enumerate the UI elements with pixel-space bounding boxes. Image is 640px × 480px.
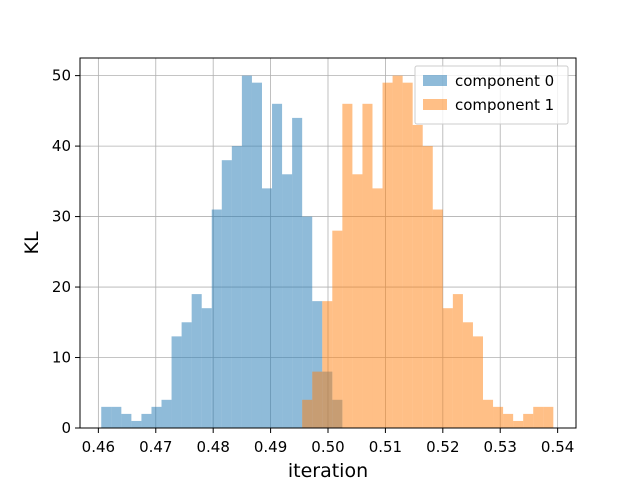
histogram-bar-series-0 xyxy=(151,406,162,428)
histogram-bar-series-1 xyxy=(442,308,453,428)
histogram-bar-series-1 xyxy=(422,146,433,428)
histogram-bar-series-1 xyxy=(472,336,483,428)
histogram-bar-series-0 xyxy=(251,82,262,429)
histogram-bar-series-0 xyxy=(171,336,182,428)
y-tick-label: 0 xyxy=(61,419,71,437)
histogram-bar-series-1 xyxy=(312,371,323,428)
histogram-bar-series-1 xyxy=(543,406,554,428)
legend-swatch xyxy=(423,99,447,110)
histogram-bar-series-0 xyxy=(292,117,303,429)
legend-label: component 1 xyxy=(455,96,554,114)
x-tick-label: 0.54 xyxy=(541,438,574,456)
histogram-bar-series-1 xyxy=(302,399,313,428)
histogram-bar-series-0 xyxy=(312,301,323,428)
histogram-bar-series-0 xyxy=(221,160,232,428)
histogram-bar-series-0 xyxy=(282,174,293,428)
histogram-bar-series-1 xyxy=(462,322,473,428)
histogram-bar-series-0 xyxy=(302,216,313,428)
histogram-bar-series-1 xyxy=(402,82,413,429)
x-tick-label: 0.52 xyxy=(426,438,459,456)
legend: component 0 component 1 xyxy=(414,65,569,125)
histogram-bar-series-0 xyxy=(121,413,132,428)
legend-swatch xyxy=(423,75,447,86)
y-tick-label: 10 xyxy=(52,349,71,367)
y-axis-label: KL xyxy=(21,231,43,254)
histogram-bar-series-0 xyxy=(111,406,122,428)
x-tick-label: 0.50 xyxy=(311,438,344,456)
x-tick-label: 0.48 xyxy=(196,438,229,456)
x-tick-label: 0.49 xyxy=(254,438,287,456)
histogram-bar-series-0 xyxy=(211,209,222,428)
histogram-bar-series-1 xyxy=(352,174,363,428)
histogram-bar-series-0 xyxy=(161,399,172,428)
bars xyxy=(101,75,554,429)
legend-label: component 0 xyxy=(455,72,554,90)
histogram-bar-series-1 xyxy=(533,406,544,428)
histogram-bar-series-1 xyxy=(483,399,494,428)
y-tick-label: 20 xyxy=(52,278,71,296)
histogram-bar-series-1 xyxy=(493,406,504,428)
histogram-bar-series-1 xyxy=(523,413,534,428)
y-tick-label: 50 xyxy=(52,67,71,85)
legend-box xyxy=(414,65,569,125)
histogram-bar-series-0 xyxy=(261,188,273,428)
histogram-bar-series-0 xyxy=(181,322,192,428)
histogram-bar-series-0 xyxy=(201,308,212,428)
histogram-bar-series-1 xyxy=(452,294,463,428)
histogram-bar-series-0 xyxy=(231,146,242,428)
axis-ticks: 0.46 0.47 0.48 0.49 0.50 0.51 0.52 0.53 0.54 0 10 2… xyxy=(52,67,574,456)
histogram-bar-series-1 xyxy=(432,209,443,428)
x-tick-label: 0.53 xyxy=(484,438,517,456)
histogram-bar-series-1 xyxy=(392,75,403,428)
histogram-bar-series-1 xyxy=(322,301,333,428)
histogram-bar-series-0 xyxy=(272,103,283,429)
y-tick-label: 30 xyxy=(52,208,71,226)
histogram-bar-series-1 xyxy=(503,413,514,428)
histogram-bar-series-1 xyxy=(362,103,373,429)
histogram-bar-series-0 xyxy=(131,420,142,428)
histogram-bar-series-1 xyxy=(332,230,343,428)
histogram-bar-series-1 xyxy=(412,124,423,428)
histogram-bar-series-0 xyxy=(141,413,152,428)
histogram-bar-series-0 xyxy=(191,294,202,428)
x-tick-label: 0.51 xyxy=(369,438,402,456)
x-tick-label: 0.47 xyxy=(139,438,172,456)
histogram-bar-series-1 xyxy=(372,188,383,428)
y-tick-label: 40 xyxy=(52,137,71,155)
histogram-bar-series-1 xyxy=(342,103,353,429)
x-axis-label: iteration xyxy=(288,460,368,480)
histogram-bar-series-1 xyxy=(513,420,524,428)
x-tick-label: 0.46 xyxy=(82,438,115,456)
histogram-bar-series-0 xyxy=(241,75,252,428)
histogram-bar-series-0 xyxy=(101,406,112,428)
histogram-bar-series-1 xyxy=(382,82,393,429)
